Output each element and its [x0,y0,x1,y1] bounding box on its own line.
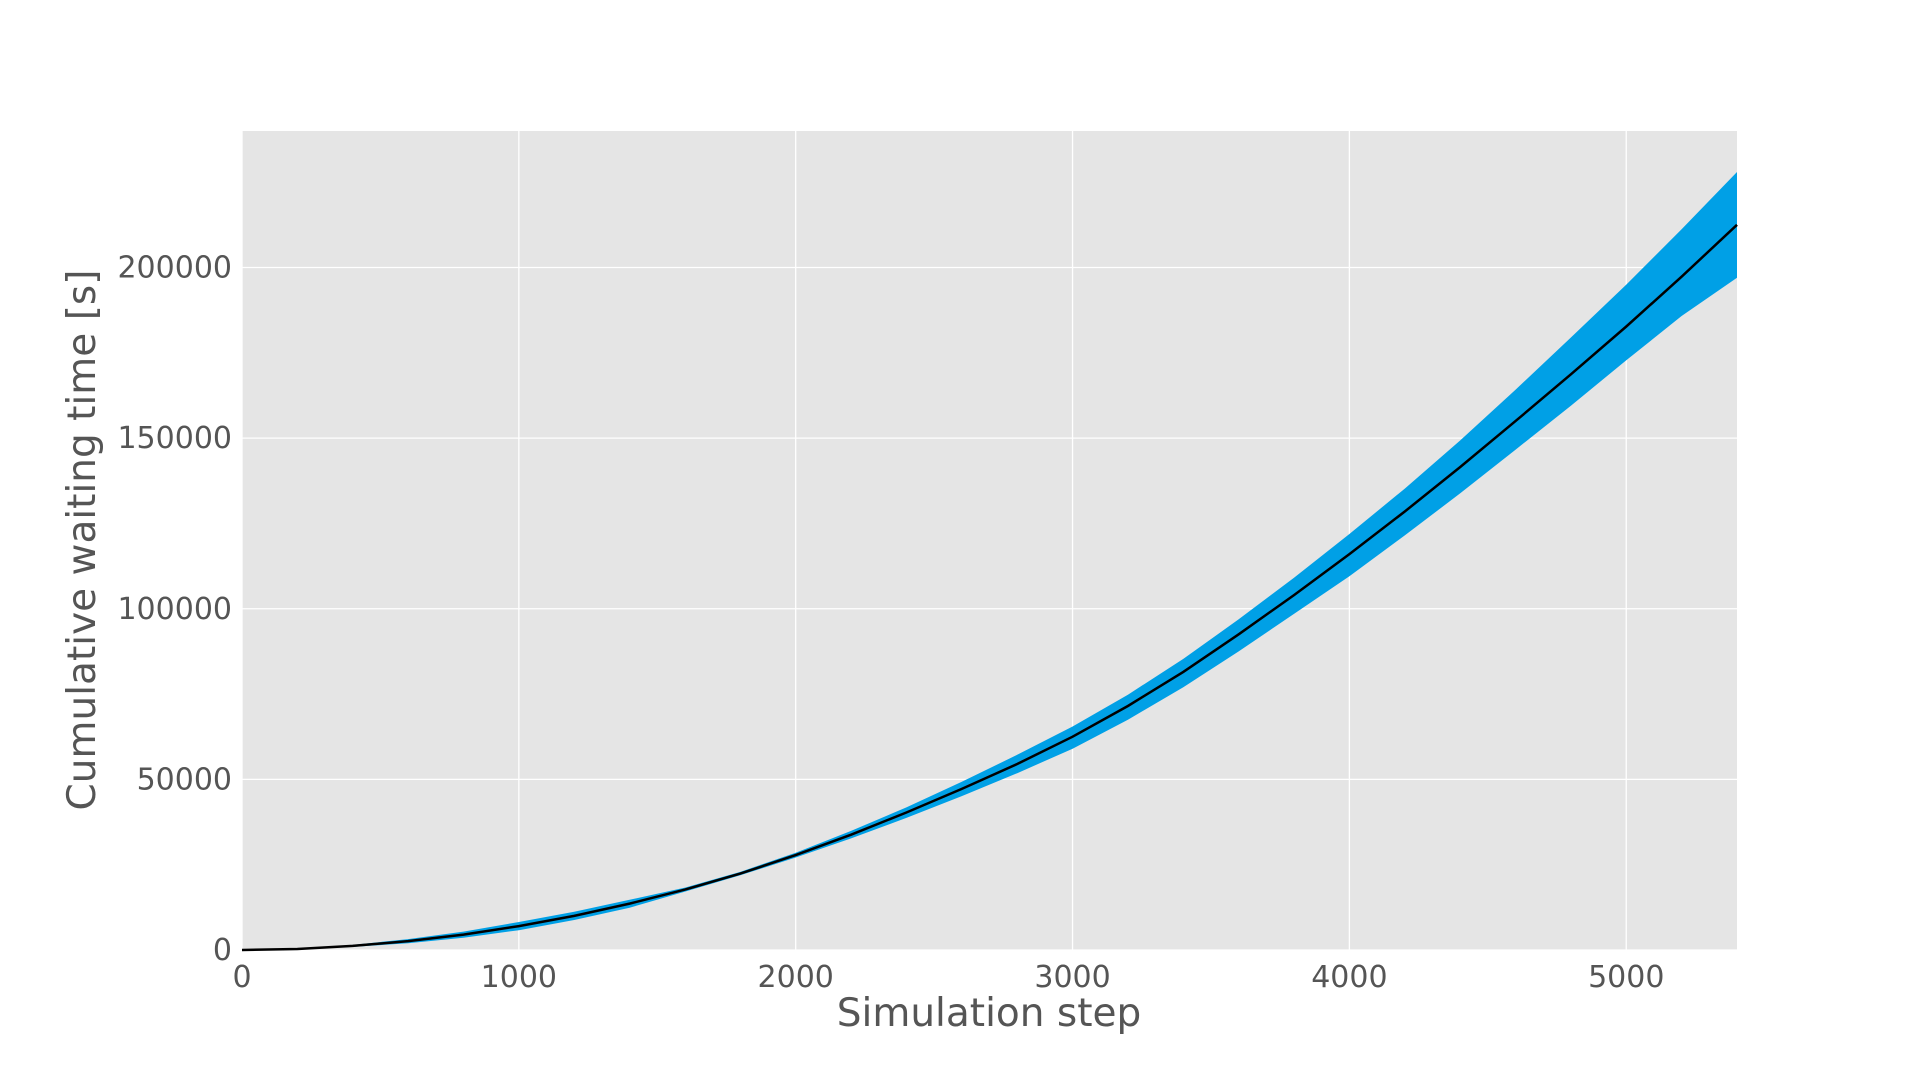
x-ticks: 0 1000 2000 3000 4000 5000 [232,960,1664,995]
x-tick-label-3: 3000 [1034,960,1110,995]
y-tick-label-0: 0 [213,933,232,968]
y-tick-label-1: 50000 [137,762,232,797]
y-axis-title: Cumulative waiting time [s] [60,270,105,811]
mean-line-path [241,223,1738,952]
y-tick-label-4: 200000 [117,251,232,286]
plot-background [242,131,1737,950]
x-tick-label-4: 4000 [1311,960,1387,995]
y-ticks: 0 50000 100000 150000 200000 [117,251,232,969]
x-tick-label-2: 2000 [758,960,834,995]
y-tick-label-2: 100000 [117,592,232,627]
x-axis-title: Simulation step [837,991,1142,1036]
mean-line [241,223,1738,952]
x-tick-label-1: 1000 [481,960,557,995]
x-tick-label-5: 5000 [1588,960,1664,995]
y-tick-label-3: 150000 [117,421,232,456]
x-tick-label-0: 0 [232,960,251,995]
